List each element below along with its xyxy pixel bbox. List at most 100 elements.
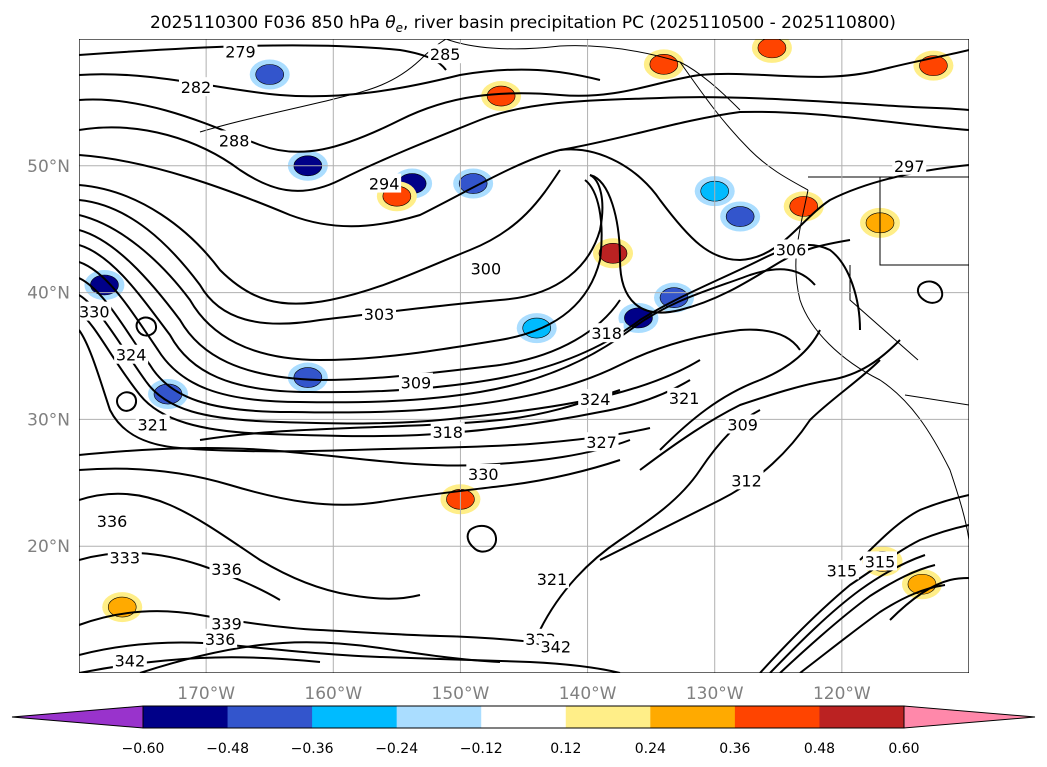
title-subscript: e: [396, 21, 403, 35]
map-area[interactable]: 279 282 285 288 294 300 303 309 309 312 315 315 318 3…: [77, 33, 969, 673]
x-axis-ticks: 170°W 160°W 150°W 140°W 130°W 120°W: [177, 684, 871, 704]
contour-label: 336: [97, 512, 128, 531]
coastline-southcoast: [445, 39, 741, 111]
colorbar-segment: [143, 706, 229, 728]
contour-label-bg: [725, 414, 760, 434]
x-tick-label: 160°W: [304, 684, 362, 704]
contour-cutoff-4: [769, 554, 926, 673]
contour-label: 315: [865, 552, 896, 571]
precip-anomaly-core: [789, 196, 819, 217]
title-theta-symbol: θ: [385, 13, 396, 33]
contour-label: 303: [364, 305, 395, 324]
contour-label: 279: [225, 43, 256, 62]
colorbar-extend-low: [11, 705, 144, 729]
contour-label-bg: [774, 239, 808, 259]
contour-labels: 279 282 285 288 294 300 303 309 309 312 315 315 318 3…: [79, 41, 927, 670]
colorbar-segment: [312, 706, 398, 728]
colorbar-tick-label: −0.48: [206, 741, 249, 757]
title-text-2: , river basin precipitation PC (20251105…: [403, 13, 896, 33]
contour-label: 282: [181, 78, 212, 97]
contour-label: 288: [219, 131, 250, 150]
precip-anomaly-core: [293, 367, 323, 388]
contour-label-bg: [223, 41, 258, 61]
coastline-westcoast: [795, 189, 969, 541]
contour-label: 297: [894, 157, 925, 176]
contour-324-b: [199, 389, 621, 441]
contour-285: [79, 49, 969, 153]
contour-label: 339: [211, 615, 242, 634]
contour-loop-1: [135, 316, 158, 337]
contour-label-bg: [209, 559, 244, 579]
contour-label: 294: [369, 175, 400, 194]
precip-anomaly-core: [757, 39, 787, 59]
contour-318: [79, 261, 816, 404]
colorbar-segment: [481, 706, 567, 728]
y-tick-label: 40°N: [27, 284, 70, 304]
contour-label-bg: [863, 551, 897, 571]
contour-label-bg: [362, 304, 397, 324]
precip-anomaly-core: [624, 307, 653, 329]
x-tick-label: 170°W: [177, 684, 235, 704]
contour-label: 321: [669, 389, 700, 408]
colorbar-tick-label: 0.48: [804, 741, 835, 757]
precip-anomaly-core: [458, 173, 488, 194]
colorbar-segment: [734, 706, 820, 728]
precip-anomaly-core: [598, 242, 628, 264]
contour-label-bg: [135, 414, 170, 434]
contour-321-b: [539, 409, 761, 631]
colorbar-segment: [650, 706, 736, 728]
contour-label-bg: [428, 44, 463, 64]
contour-label: 309: [401, 374, 432, 393]
contour-label: 285: [430, 45, 461, 64]
x-tick-label: 130°W: [686, 684, 744, 704]
contour-label: 342: [115, 651, 146, 670]
contour-label-bg: [729, 470, 764, 490]
colorbar-segment: [227, 706, 313, 728]
contour-label-bg: [217, 130, 252, 150]
colorbar-segment: [819, 706, 905, 728]
contour-label: 321: [137, 415, 168, 434]
border-idaho: [879, 177, 969, 266]
contour-label: 318: [591, 324, 622, 343]
coastline-panhandle: [679, 61, 809, 191]
contour-309-b: [659, 329, 821, 451]
contour-330-a: [79, 329, 651, 453]
contour-297: [559, 148, 969, 262]
contour-label-bg: [114, 344, 149, 364]
contour-label-bg: [584, 432, 619, 452]
contour-label: 333: [109, 549, 140, 568]
colorbar-tick-label: 0.24: [635, 741, 666, 757]
contour-label-bg: [538, 636, 573, 656]
contour-loop-3: [916, 280, 944, 304]
contour-label-bg: [578, 389, 613, 409]
x-tick-label: 120°W: [813, 684, 871, 704]
y-tick-label: 30°N: [27, 410, 70, 430]
contour-315-a: [79, 243, 861, 394]
contour-label-bg: [398, 372, 433, 392]
contour-label: 324: [580, 390, 611, 409]
contour-321-a: [79, 277, 801, 414]
contour-label-bg: [95, 510, 130, 530]
colorbar-tick-label: −0.60: [122, 741, 165, 757]
contour-label: 336: [211, 560, 242, 579]
contour-label: 321: [537, 570, 568, 589]
contour-label-bg: [107, 547, 142, 567]
contour-label-bg: [79, 301, 112, 321]
colorbar: −0.60 −0.48 −0.36 −0.24 −0.12 0.12 0.24 0.36 0.4…: [11, 705, 1036, 757]
precip-anomaly-core: [486, 85, 516, 107]
contour-label: 324: [116, 346, 147, 365]
contour-327: [79, 311, 691, 438]
colorbar-extend-high: [903, 705, 1036, 729]
contour-label-bg: [824, 560, 859, 580]
contour-282: [79, 68, 601, 98]
border-mexico: [904, 394, 969, 406]
precip-anomaly-core: [255, 64, 285, 85]
y-axis-ticks: 50°N 40°N 30°N 20°N: [27, 157, 70, 557]
contour-loop-4: [466, 524, 497, 553]
contour-label: 336: [205, 630, 236, 649]
x-tick-label: 140°W: [559, 684, 617, 704]
contour-label-bg: [667, 387, 702, 407]
contour-336-c: [79, 641, 621, 673]
contour-330-b: [79, 439, 631, 467]
contour-label-bg: [367, 173, 402, 193]
